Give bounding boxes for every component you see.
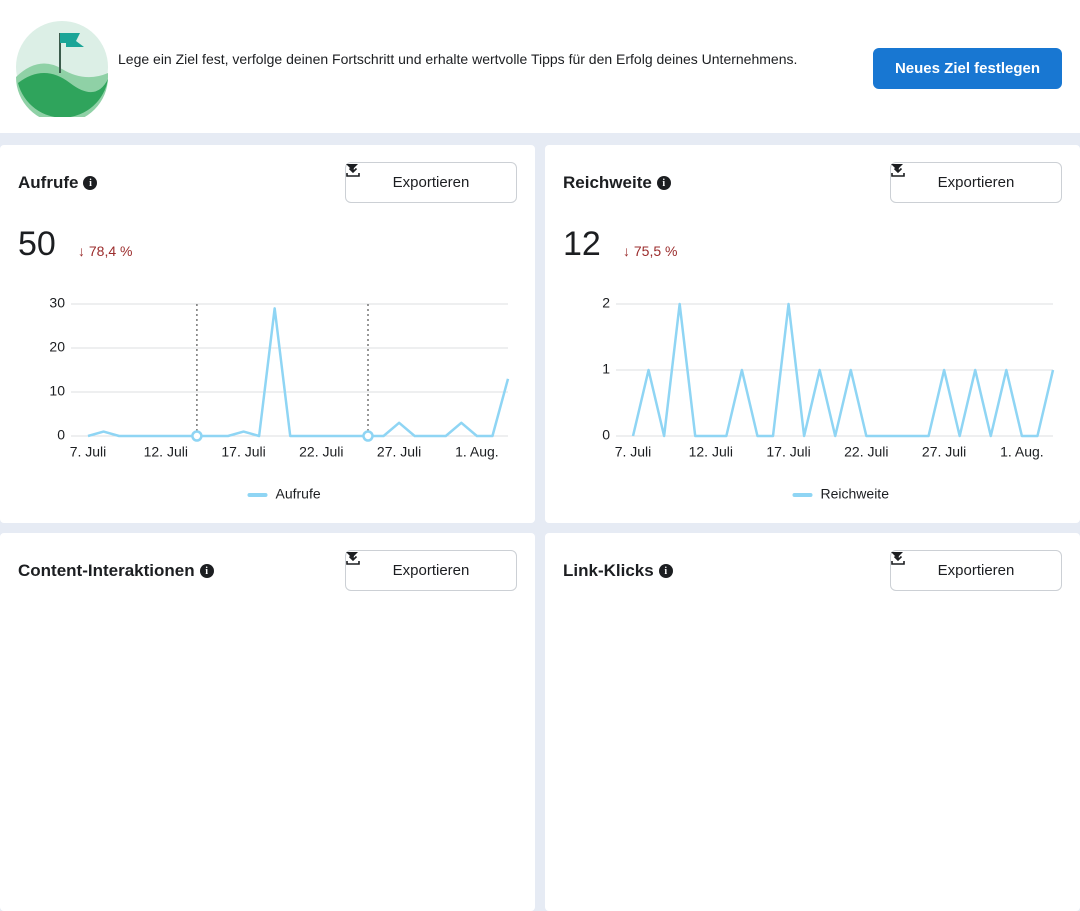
export-button[interactable]: Exportieren — [890, 550, 1062, 591]
export-label: Exportieren — [937, 174, 1015, 191]
change-text: 78,4 % — [88, 243, 133, 259]
caret-icon — [891, 164, 903, 170]
goal-illustration — [16, 21, 108, 117]
down-arrow: ↓ — [623, 243, 634, 259]
info-icon: i — [199, 564, 214, 578]
card-title-text: Reichweite — [563, 173, 652, 192]
export-button[interactable]: Exportieren — [890, 162, 1062, 203]
insight-card: Link-Klicks i Exportieren — [545, 533, 1080, 911]
y-tick-label: 0 — [57, 427, 65, 443]
info-icon: i — [656, 176, 671, 190]
caret-icon — [346, 164, 358, 170]
down-arrow: ↓ — [78, 243, 89, 259]
export-label: Exportieren — [392, 174, 470, 191]
insight-card: Aufrufe i Exportieren 50 ↓ 78,4 % 0 10 20 30 7. J… — [0, 145, 535, 523]
info-icon: i — [83, 176, 98, 190]
change-value: ↓ 75,5 % — [623, 243, 677, 259]
card-title-text: Link-Klicks — [563, 561, 654, 580]
legend-label: Aufrufe — [276, 486, 321, 502]
export-button[interactable]: Exportieren — [345, 550, 517, 591]
caret-icon — [346, 552, 358, 558]
data-line — [631, 302, 1055, 438]
x-tick-label: 27. Juli — [922, 444, 966, 460]
x-tick-label: 17. Juli — [221, 444, 265, 460]
y-tick-label: 0 — [602, 427, 610, 443]
data-line — [87, 307, 510, 438]
card-title-text: Aufrufe — [18, 173, 79, 192]
x-tick-label: 27. Juli — [377, 444, 421, 460]
card-title: Reichweite i — [563, 173, 671, 193]
legend-label: Reichweite — [821, 486, 890, 502]
export-label: Exportieren — [392, 562, 470, 579]
info-icon: i — [658, 564, 673, 578]
x-tick-label: 17. Juli — [766, 444, 810, 460]
x-tick-label: 12. Juli — [144, 444, 188, 460]
insight-card: Reichweite i Exportieren 12 ↓ 75,5 % 0 1 2 7. Ju… — [545, 145, 1080, 523]
x-tick-label: 12. Juli — [689, 444, 733, 460]
data-point-marker — [362, 430, 374, 442]
x-tick-label: 22. Juli — [844, 444, 888, 460]
chart: 0 10 20 30 7. Juli 12. Juli 17. Juli 22. Juli 27… — [49, 295, 510, 502]
change-value: ↓ 78,4 % — [78, 243, 132, 259]
y-tick-label: 30 — [49, 295, 65, 311]
y-tick-label: 2 — [602, 295, 610, 311]
export-label: Exportieren — [937, 562, 1015, 579]
card-title: Link-Klicks i — [563, 561, 673, 581]
export-button[interactable]: Exportieren — [345, 162, 517, 203]
caret-icon — [891, 552, 903, 558]
insight-card: Content-Interaktionen i Exportieren — [0, 533, 535, 911]
y-tick-label: 20 — [49, 339, 65, 355]
x-tick-label: 1. Aug. — [1000, 444, 1044, 460]
x-tick-label: 7. Juli — [615, 444, 652, 460]
goal-banner: Lege ein Ziel fest, verfolge deinen Fort… — [0, 0, 1080, 133]
y-tick-label: 1 — [602, 361, 610, 377]
change-text: 75,5 % — [633, 243, 678, 259]
card-title-text: Content-Interaktionen — [18, 561, 195, 580]
card-title: Content-Interaktionen i — [18, 561, 214, 581]
x-tick-label: 22. Juli — [299, 444, 343, 460]
total-value: 50 — [18, 225, 56, 263]
banner-text: Lege ein Ziel fest, verfolge deinen Fort… — [118, 51, 798, 67]
x-tick-label: 7. Juli — [70, 444, 107, 460]
x-tick-label: 1. Aug. — [455, 444, 499, 460]
y-tick-label: 10 — [49, 383, 65, 399]
card-title: Aufrufe i — [18, 173, 98, 193]
total-value: 12 — [563, 225, 601, 263]
new-goal-button[interactable]: Neues Ziel festlegen — [873, 48, 1062, 89]
data-point-marker — [191, 430, 203, 442]
